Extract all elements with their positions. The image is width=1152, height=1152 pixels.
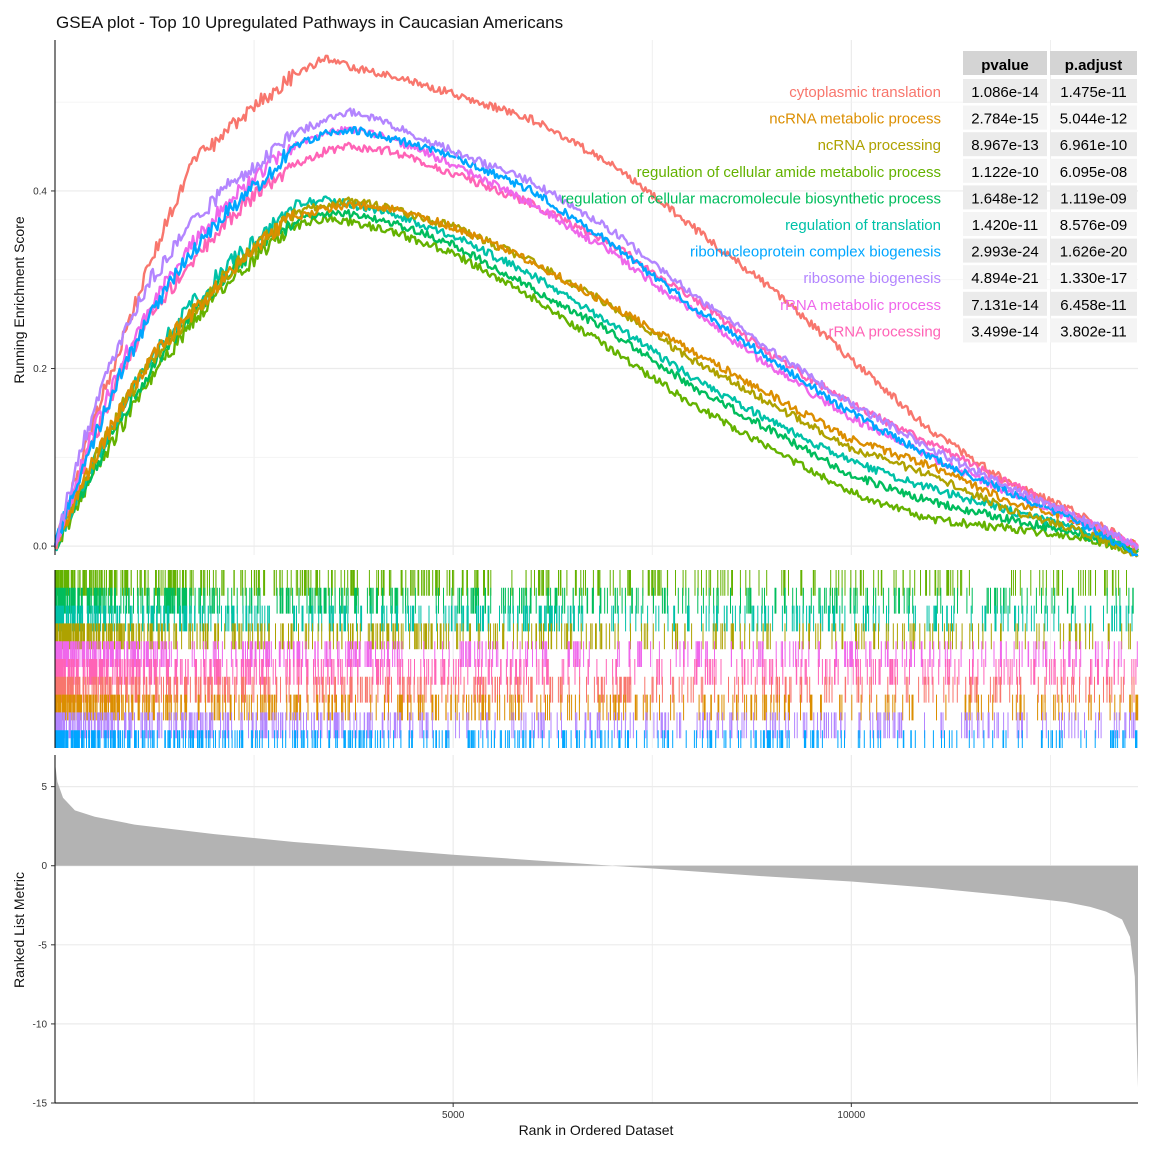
gene-hits-ribonucleoprotein-complex-biogenesis [54,730,1138,748]
x-ticks: 5000 10000 [442,1103,866,1121]
pvalue-cell: 2.784e-15 [971,111,1039,128]
padjust-cell: 3.802e-11 [1060,323,1126,340]
table-header-cell [963,51,1047,75]
table-cell [963,212,1047,236]
y-tick-label: 0 [41,861,47,872]
x-tick-label: 5000 [442,1110,465,1121]
pvalue-cell: 1.122e-10 [971,164,1039,181]
pvalue-cell: 4.894e-21 [971,270,1039,287]
table-cell [963,318,1047,343]
pvalue-cell: 2.993e-24 [971,244,1039,261]
gene-hits-ncrna-processing [54,623,1131,650]
gene-hits-cytoplasmic-translation [54,676,1135,703]
gene-hits-panel [54,570,1139,748]
table-cell [963,185,1047,210]
pvalue-cell: 1.648e-12 [971,190,1039,207]
enrichment-score-panel: 0.0 0.2 0.4 Running Enrichment Score pvalu… [11,40,1140,558]
bottom-y-ticks: 5 0 -5 -10 -15 [33,782,55,1110]
x-axis-label: Rank in Ordered Dataset [519,1122,674,1138]
table-cell [963,132,1047,157]
y-tick-label: 0.0 [33,542,47,553]
legend-label: regulation of translation [785,217,941,234]
pvalue-cell: 1.420e-11 [972,217,1038,234]
table-cell [1050,132,1137,157]
legend-label: ncRNA metabolic process [769,111,941,128]
padjust-cell: 1.119e-09 [1060,190,1126,207]
table-cell [1050,291,1137,316]
enrichment-line-ncrna-metabolic-process [54,201,1139,550]
table-cell [963,265,1047,290]
table-cell [1050,265,1137,290]
enrichment-lines [53,54,1140,558]
y-tick-label: 0.4 [33,186,47,197]
table-cell [1050,212,1137,236]
table-header-cell [1050,51,1137,75]
padjust-cell: 8.576e-09 [1060,217,1128,234]
padjust-cell: 6.961e-10 [1060,137,1128,154]
bottom-y-axis-label: Ranked List Metric [11,872,27,988]
enrichment-line-cytoplasmic-translation [54,54,1139,550]
enrichment-line-ribonucleoprotein-complex-biogenesis [53,126,1139,557]
legend-label: cytoplasmic translation [789,84,941,101]
gene-hits-regulation-of-translation [54,605,1133,632]
table-cell [963,291,1047,316]
legend-table: pvalue p.adjust cytoplasmic translation 1.0… [561,51,1137,343]
table-cell [1050,318,1137,343]
enrichment-line-ncrna-processing [54,196,1139,558]
bottom-grid [55,755,1138,1104]
table-cell [1050,158,1137,183]
legend-label: ribonucleoprotein complex biogenesis [690,244,941,261]
pvalue-cell: 8.967e-13 [971,137,1039,154]
gene-hits-rrna-metabolic-process [54,641,1138,667]
padjust-cell: 1.475e-11 [1060,84,1126,101]
chart-title: GSEA plot - Top 10 Upregulated Pathways … [56,13,563,32]
table-cell [1050,185,1137,210]
pvalue-cell: 7.131e-14 [971,297,1039,314]
table-cell [963,105,1047,130]
gene-hits-regulation-of-cellular-amide-metabolic-process [54,570,1127,596]
top-y-ticks: 0.0 0.2 0.4 [33,186,55,553]
legend-label: rRNA metabolic process [780,297,941,314]
y-tick-label: 0.2 [33,364,47,375]
y-tick-label: -10 [33,1019,48,1030]
table-header-pvalue: pvalue [981,57,1029,74]
padjust-cell: 5.044e-12 [1060,111,1128,128]
enrichment-line-ribosome-biogenesis [53,107,1140,551]
ranked-metric-area [55,762,1138,1088]
legend-label: ribosome biogenesis [803,270,941,287]
legend-label: regulation of cellular macromolecule bio… [561,190,941,207]
ranked-metric-panel: 50-5-10-15 5000 10000 Ranked List Metric … [11,755,1138,1138]
legend-label: regulation of cellular amide metabolic p… [637,164,941,181]
gene-hits-ncrna-metabolic-process [54,694,1139,721]
padjust-cell: 1.626e-20 [1060,244,1128,261]
table-cell [1050,238,1137,263]
padjust-cell: 1.330e-17 [1060,270,1128,287]
top-y-axis-label: Running Enrichment Score [11,216,27,384]
gene-hit-ticks [54,570,1139,748]
table-cell [963,238,1047,263]
y-tick-label: -15 [33,1099,48,1110]
pvalue-cell: 1.086e-14 [971,84,1039,101]
table-header-padjust: p.adjust [1065,57,1123,74]
table-cell [963,158,1047,183]
y-tick-label: -5 [38,940,47,951]
gene-hits-regulation-of-cellular-macromolecule-biosynthetic-process [54,587,1134,614]
enrichment-line-rrna-processing [53,141,1139,549]
x-tick-label: 10000 [837,1110,865,1121]
gene-hits-ribosome-biogenesis [54,712,1136,739]
pvalue-cell: 3.499e-14 [971,323,1039,340]
y-tick-label: 5 [41,782,47,793]
enrichment-line-regulation-of-translation [53,195,1139,552]
table-cell [1050,79,1137,103]
legend-label: rRNA processing [828,323,941,340]
gene-hits-rrna-processing [54,659,1137,685]
legend-label: ncRNA processing [818,137,941,154]
table-cell [963,79,1047,103]
padjust-cell: 6.458e-11 [1060,297,1126,314]
table-cell [1050,105,1137,130]
padjust-cell: 6.095e-08 [1060,164,1128,181]
